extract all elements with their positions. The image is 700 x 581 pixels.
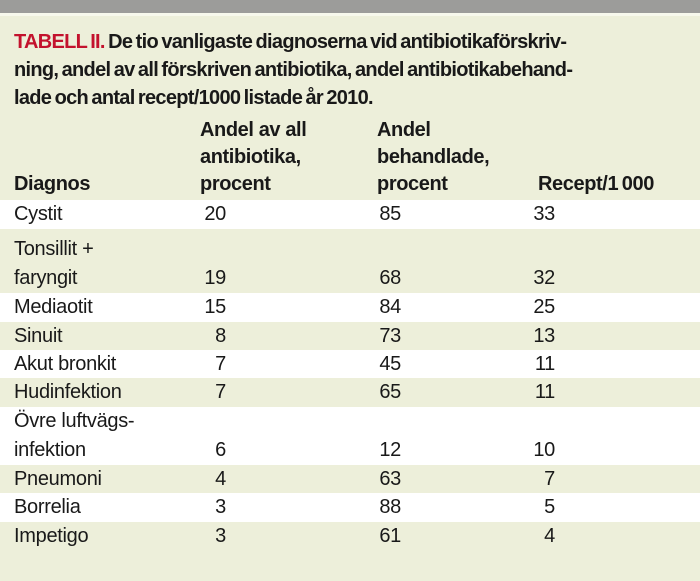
- table-row-akut-bronkit: Akut bronkit 7 45 11: [0, 350, 700, 378]
- value-cell: 4: [215, 468, 226, 490]
- value-cell: 61: [379, 525, 401, 547]
- table-row-pneumoni: Pneumoni 4 63 7: [0, 465, 700, 493]
- value-cell: 19: [204, 267, 226, 289]
- diagnosis-cell: Hudinfektion: [14, 381, 122, 403]
- table-caption: TABELL II. De tio vanligaste diagnoserna…: [0, 16, 700, 115]
- table-row-impetigo: Impetigo 3 61 4: [0, 522, 700, 581]
- caption-text: De tio vanligaste diagnoserna vid antibi…: [108, 31, 567, 53]
- table-caption-label: TABELL II.: [14, 31, 105, 53]
- value-cell: 11: [534, 353, 555, 375]
- value-cell: 7: [215, 353, 226, 375]
- value-cell: 33: [533, 203, 555, 225]
- value-cell: 65: [379, 381, 401, 403]
- caption-line-1: TABELL II. De tio vanligaste diagnoserna…: [14, 28, 694, 56]
- header-share-treated: Andel behandlade, procent: [377, 119, 490, 195]
- value-cell: 7: [215, 381, 226, 403]
- value-cell: 15: [204, 296, 226, 318]
- diagnosis-cell: Cystit: [14, 203, 63, 225]
- value-cell: 73: [379, 325, 401, 347]
- header-prescriptions: Recept/1 000: [538, 173, 654, 195]
- value-cell: 45: [379, 353, 401, 375]
- value-cell: 84: [379, 296, 401, 318]
- diagnosis-cell: Tonsillit + faryngit: [14, 238, 94, 289]
- table-row-sinuit: Sinuit 8 73 13: [0, 322, 700, 350]
- value-cell: 10: [533, 439, 555, 461]
- value-cell: 11: [534, 381, 555, 403]
- diagnosis-cell: Impetigo: [14, 525, 89, 547]
- value-cell: 3: [215, 525, 226, 547]
- value-cell: 3: [215, 496, 226, 518]
- diagnosis-cell: Borrelia: [14, 496, 81, 518]
- value-cell: 8: [215, 325, 226, 347]
- table-row-cystit: Cystit 20 85 33: [0, 200, 700, 229]
- diagnosis-cell: Mediaotit: [14, 296, 93, 318]
- value-cell: 12: [379, 439, 401, 461]
- top-divider-bar: [0, 0, 700, 13]
- value-cell: 5: [544, 496, 555, 518]
- value-cell: 25: [533, 296, 555, 318]
- header-share-of-antibiotics: Andel av all antibiotika, procent: [200, 119, 307, 195]
- diagnosis-cell: Sinuit: [14, 325, 63, 347]
- caption-line-3: lade och antal recept/1000 listade år 20…: [14, 87, 374, 109]
- value-cell: 4: [544, 525, 555, 547]
- table-row-hudinfektion: Hudinfektion 7 65 11: [0, 378, 700, 407]
- caption-line-2: ning, andel av all förskriven antibiotik…: [14, 59, 573, 81]
- value-cell: 63: [379, 468, 401, 490]
- top-divider-gap: [0, 13, 700, 16]
- value-cell: 32: [533, 267, 555, 289]
- value-cell: 85: [379, 203, 401, 225]
- value-cell: 6: [215, 439, 226, 461]
- value-cell: 88: [379, 496, 401, 518]
- diagnosis-cell: Övre luftvägs- infektion: [14, 410, 135, 461]
- table-row-tonsillit-faryngit: Tonsillit + faryngit 19 68 32: [0, 229, 700, 293]
- diagnosis-cell: Akut bronkit: [14, 353, 117, 375]
- value-cell: 20: [204, 203, 226, 225]
- value-cell: 7: [544, 468, 555, 490]
- value-cell: 68: [379, 267, 401, 289]
- table-row-ovre-luftvagsinfektion: Övre luftvägs- infektion 6 12 10: [0, 407, 700, 465]
- value-cell: 13: [533, 325, 555, 347]
- table-row-mediaotit: Mediaotit 15 84 25: [0, 293, 700, 322]
- header-diagnosis: Diagnos: [14, 173, 91, 195]
- table-row-borrelia: Borrelia 3 88 5: [0, 493, 700, 522]
- table-header-row: Diagnos Andel av all antibiotika, procen…: [0, 115, 700, 200]
- diagnosis-cell: Pneumoni: [14, 468, 102, 490]
